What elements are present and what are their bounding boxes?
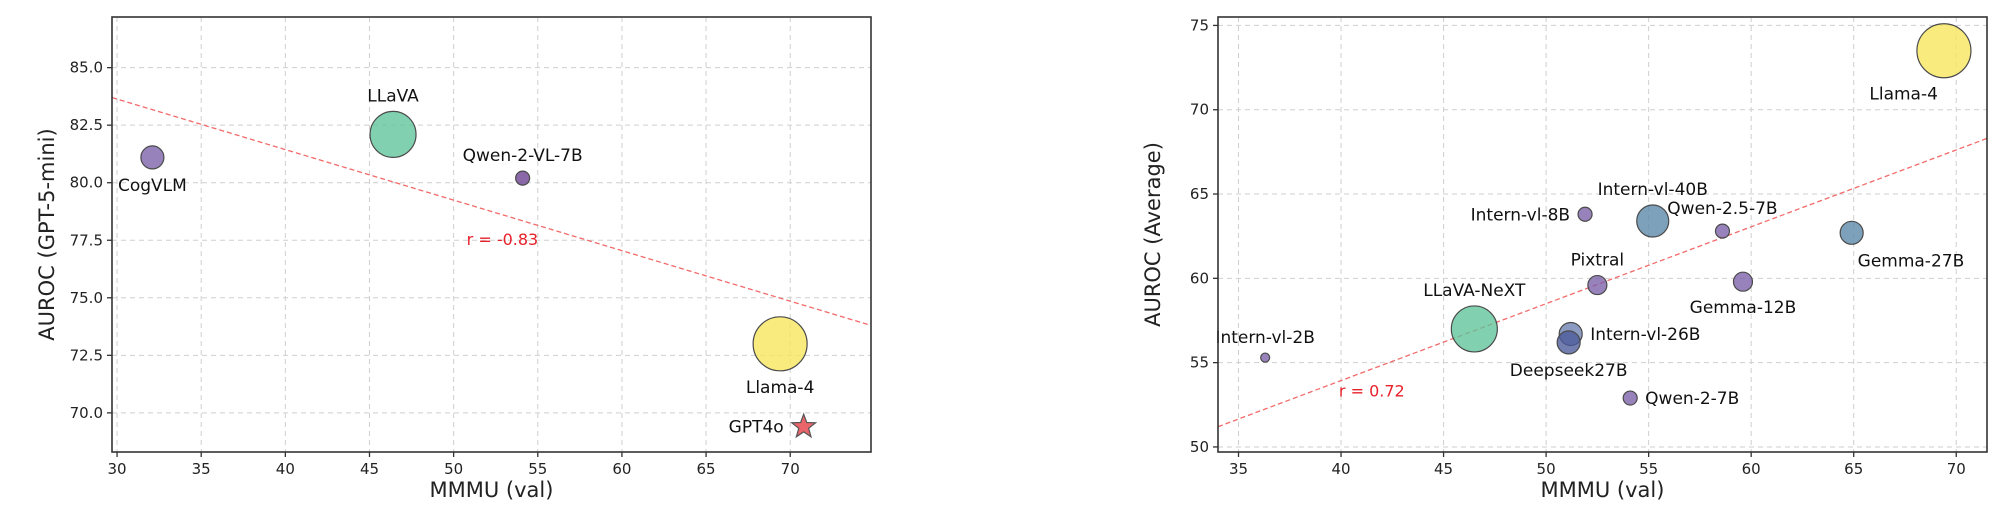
point-label: CogVLM	[118, 176, 187, 196]
x-tick-label: 55	[528, 460, 547, 478]
y-tick-label: 77.5	[70, 231, 103, 249]
point-qwen-2-vl-7b	[515, 170, 531, 186]
point-gpt4o	[790, 412, 818, 439]
x-tick-label: 65	[697, 460, 716, 478]
y-tick-label: 80.0	[70, 174, 103, 192]
point-label: Gemma-27B	[1858, 251, 1965, 271]
x-tick-label: 70	[1947, 460, 1966, 478]
correlation-label: r = -0.83	[467, 230, 539, 249]
left-scatter-panel: 30 35 40 45 50 55 60 65 70 70.0 72.5 75.0 77.5 80.0 82…	[35, 16, 872, 502]
point-label: Intern-vl-8B	[1471, 205, 1570, 225]
x-tick-label: 50	[444, 460, 463, 478]
point-label: Llama-4	[746, 378, 815, 398]
y-tick-label: 82.5	[70, 116, 103, 134]
point-qwen-2-5-7b	[1714, 223, 1731, 239]
y-tick-label: 70	[1190, 101, 1209, 119]
x-tick-label: 40	[276, 460, 295, 478]
point-label: Qwen-2.5-7B	[1667, 199, 1777, 219]
x-tick-label: 45	[360, 460, 379, 478]
y-tick-label: 85.0	[70, 59, 103, 77]
plot-frame	[1217, 16, 1988, 453]
y-tick-label: 55	[1190, 354, 1209, 372]
x-tick-label: 35	[192, 460, 211, 478]
x-tick-label: 70	[781, 460, 800, 478]
point-pixtral	[1587, 274, 1608, 296]
x-tick-label: 55	[1639, 460, 1658, 478]
x-tick-label: 60	[612, 460, 631, 478]
y-axis-label: AUROC (GPT-5-mini)	[35, 128, 59, 340]
x-tick-label: 35	[1229, 460, 1248, 478]
point-label: Qwen-2-7B	[1645, 389, 1739, 409]
point-gemma-12b	[1732, 271, 1754, 292]
x-axis-label: MMMU (val)	[430, 478, 554, 502]
point-label: Gemma-12B	[1690, 298, 1797, 318]
x-tick-label: 40	[1331, 460, 1350, 478]
point-label: Llama-4	[1869, 85, 1938, 105]
y-tick-label: 50	[1190, 438, 1209, 456]
x-tick-label: 45	[1434, 460, 1453, 478]
point-cogvlm	[140, 145, 165, 170]
point-llava	[369, 110, 417, 158]
x-tick-label: 30	[108, 460, 127, 478]
y-tick-label: 72.5	[70, 346, 103, 364]
plot-frame	[111, 16, 872, 453]
y-axis-label: AUROC (Average)	[1141, 142, 1165, 327]
y-tick-label: 75.0	[70, 289, 103, 307]
y-tick-label: 75	[1190, 16, 1209, 34]
point-label: Qwen-2-VL-7B	[463, 146, 583, 166]
point-intern-vl-8b	[1577, 206, 1593, 222]
x-axis-label: MMMU (val)	[1541, 478, 1665, 502]
point-label: Deepseek27B	[1510, 361, 1628, 381]
x-tick-label: 50	[1537, 460, 1556, 478]
point-label: LLaVA	[367, 86, 419, 106]
point-label: GPT4o	[729, 418, 784, 438]
point-qwen-2-7b	[1622, 390, 1638, 406]
point-label: Intern-vl-26B	[1590, 325, 1700, 345]
point-label: Pixtral	[1571, 251, 1624, 271]
point-gemma-27b	[1839, 220, 1864, 245]
y-tick-label: 70.0	[70, 404, 103, 422]
x-tick-label: 65	[1844, 460, 1863, 478]
point-llava-next	[1450, 305, 1498, 353]
y-tick-label: 65	[1190, 185, 1209, 203]
point-deepseek27b	[1556, 330, 1581, 355]
point-intern-vl-40b	[1636, 204, 1670, 238]
correlation-label: r = 0.72	[1339, 381, 1405, 400]
trend-line	[112, 96, 871, 327]
point-intern-vl-2b	[1260, 352, 1271, 363]
x-tick-label: 60	[1742, 460, 1761, 478]
point-llama-4	[752, 316, 808, 372]
point-llama-4	[1916, 23, 1972, 79]
y-tick-label: 60	[1190, 269, 1209, 287]
point-label: Intern-vl-2B	[1215, 328, 1314, 348]
right-scatter-panel: 35 40 45 50 55 60 65 70 50 55 60 65 70 75 r = 0.72 Inte…	[1141, 16, 1988, 502]
point-label: Intern-vl-40B	[1598, 180, 1708, 200]
point-label: LLaVA-NeXT	[1423, 281, 1526, 301]
